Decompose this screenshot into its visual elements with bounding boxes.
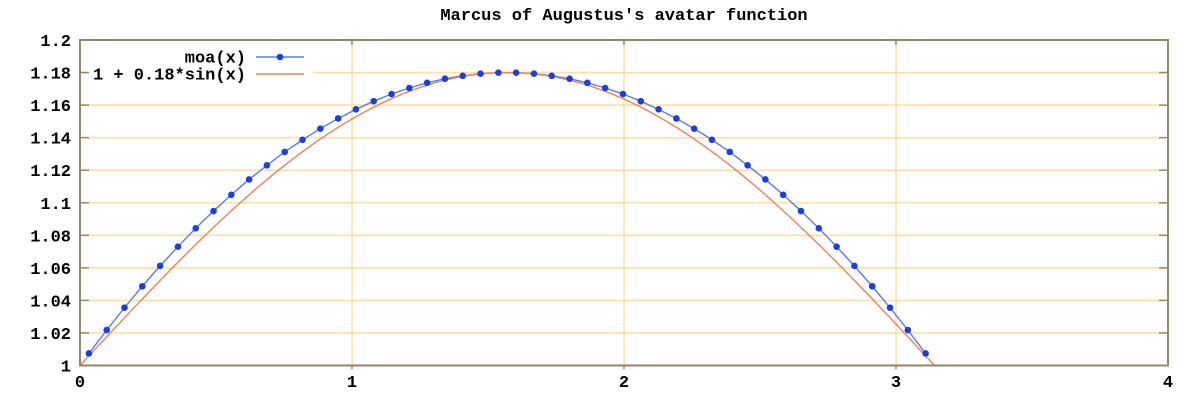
series-moa-point	[245, 176, 253, 183]
y-tick-label: 1.08	[30, 228, 71, 247]
y-tick-label: 1.2	[40, 33, 71, 52]
y-tick-label: 1.06	[30, 261, 71, 280]
series-moa-point	[690, 125, 698, 132]
series-moa-point	[655, 106, 662, 113]
y-tick-label: 1.18	[30, 66, 71, 85]
series-moa-point	[210, 207, 217, 215]
series-moa-point	[584, 79, 591, 87]
series-moa-point	[263, 162, 271, 169]
legend-label: moa(x)	[185, 50, 246, 69]
series-moa-point	[851, 262, 858, 270]
axis-labels: 1 1.02 1.04 1.06 1.08 1.1 1.12 1.14 1.16 1.18 1.2 0…	[30, 33, 1173, 393]
series-moa-point	[477, 70, 484, 77]
series-moa-point	[495, 69, 502, 77]
series-moa-point	[673, 115, 680, 122]
series-moa-point	[121, 304, 128, 312]
series-moa-point	[601, 84, 609, 92]
series-sin-line	[79, 71, 935, 366]
series-moa-point	[406, 84, 413, 92]
legend: moa(x)1 + 0.18*sin(x)	[93, 50, 304, 86]
series-moa-point	[423, 79, 431, 87]
series-moa-point	[619, 90, 627, 98]
series-moa-point	[156, 262, 164, 270]
x-tick-label: 2	[619, 374, 629, 393]
y-tick-label: 1.16	[30, 98, 71, 117]
series-moa-point	[922, 350, 929, 357]
series-moa-point	[334, 115, 342, 122]
y-tick-label: 1	[61, 359, 71, 378]
series-moa-point	[228, 191, 235, 199]
series-moa-point	[192, 225, 200, 232]
series-moa-point	[708, 136, 716, 144]
series-moa-point	[637, 97, 645, 105]
series-moa-point	[370, 97, 378, 105]
series-layer	[79, 69, 935, 366]
tick-layer	[80, 40, 1168, 369]
chart-title: Marcus of Augustus's avatar function	[440, 7, 807, 26]
y-tick-label: 1.14	[30, 131, 71, 150]
series-moa-point	[548, 72, 556, 80]
series-moa-point	[512, 69, 520, 77]
series-moa-point	[726, 148, 734, 156]
series-moa-point	[833, 243, 840, 250]
series-moa-point	[85, 350, 93, 357]
series-moa-point	[904, 326, 912, 334]
series-moa-point	[103, 326, 111, 334]
y-tick-label: 1.1	[40, 196, 71, 215]
x-tick-label: 1	[347, 374, 357, 393]
series-moa-point	[815, 225, 823, 232]
series-moa-point	[317, 125, 324, 132]
series-moa-point	[441, 75, 449, 83]
series-moa-point	[281, 148, 289, 156]
grid-layer	[80, 40, 1168, 366]
legend-backdrop	[89, 46, 313, 84]
y-tick-label: 1.04	[30, 293, 71, 312]
series-moa-point	[779, 191, 787, 199]
series-moa-point	[868, 282, 876, 290]
legend-background	[89, 46, 313, 84]
y-tick-label: 1.02	[30, 326, 71, 345]
legend-sample-point	[276, 53, 284, 61]
legend-label: 1 + 0.18*sin(x)	[93, 67, 246, 86]
series-moa-point	[139, 282, 146, 290]
x-tick-label: 3	[891, 374, 901, 393]
series-moa-point	[530, 70, 538, 77]
series-moa-point	[744, 162, 751, 169]
x-tick-label: 4	[1163, 374, 1173, 393]
series-moa-point	[566, 75, 573, 83]
series-moa-point	[762, 176, 769, 183]
series-moa-point	[459, 72, 467, 80]
series-moa-point	[174, 243, 182, 250]
series-moa-point	[797, 207, 805, 215]
series-moa-point	[886, 304, 894, 312]
series-moa-point	[352, 106, 360, 113]
series-moa-point	[299, 136, 306, 144]
x-tick-label: 0	[75, 374, 85, 393]
series-moa-point	[388, 90, 395, 98]
y-tick-label: 1.12	[30, 163, 71, 182]
